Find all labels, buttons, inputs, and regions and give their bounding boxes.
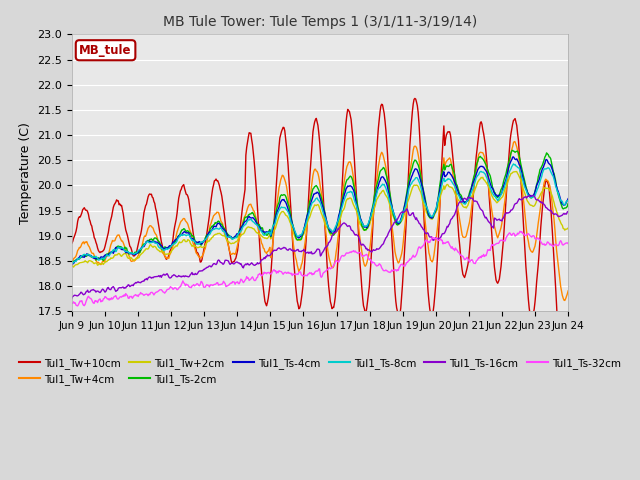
Tul1_Ts-16cm [400, 209, 408, 215]
Tul1_Tw+10cm [68, 245, 76, 251]
Tul1_Tw+2cm [68, 263, 76, 268]
Tul1_Ts-4cm [156, 241, 164, 247]
Tul1_Ts-2cm [399, 211, 407, 217]
Tul1_Tw+2cm [442, 183, 450, 189]
Tul1_Tw+4cm [156, 240, 164, 246]
Tul1_Tw+2cm [293, 237, 301, 242]
Tul1_Ts-8cm [564, 200, 572, 205]
Tul1_Tw+4cm [360, 260, 368, 266]
Tul1_Ts-2cm [156, 242, 164, 248]
Line: Tul1_Ts-4cm: Tul1_Ts-4cm [72, 158, 568, 262]
Tul1_Ts-2cm [360, 228, 368, 233]
Title: MB Tule Tower: Tule Temps 1 (3/1/11-3/19/14): MB Tule Tower: Tule Temps 1 (3/1/11-3/19… [163, 15, 477, 29]
Tul1_Ts-2cm [564, 200, 572, 206]
Tul1_Tw+2cm [400, 213, 408, 218]
Tul1_Ts-16cm [564, 210, 572, 216]
Tul1_Ts-16cm [69, 295, 77, 300]
Tul1_Tw+10cm [292, 291, 300, 297]
Tul1_Ts-4cm [68, 259, 76, 265]
Line: Tul1_Ts-32cm: Tul1_Ts-32cm [72, 228, 568, 305]
Tul1_Ts-4cm [360, 223, 368, 229]
Tul1_Ts-32cm [360, 251, 368, 257]
Tul1_Ts-8cm [362, 224, 369, 229]
Line: Tul1_Ts-8cm: Tul1_Ts-8cm [72, 164, 568, 264]
Tul1_Tw+2cm [362, 228, 369, 234]
Tul1_Ts-32cm [442, 239, 449, 244]
Tul1_Ts-8cm [442, 177, 450, 182]
Line: Tul1_Tw+10cm: Tul1_Tw+10cm [72, 98, 568, 402]
Line: Tul1_Ts-2cm: Tul1_Ts-2cm [72, 148, 568, 264]
Tul1_Ts-8cm [400, 208, 408, 214]
Tul1_Ts-4cm [196, 240, 204, 246]
Tul1_Ts-4cm [509, 155, 516, 161]
Tul1_Tw+4cm [442, 161, 449, 167]
Tul1_Ts-4cm [399, 211, 407, 216]
Tul1_Ts-16cm [196, 268, 204, 274]
Tul1_Tw+4cm [68, 260, 76, 266]
Tul1_Ts-2cm [68, 261, 76, 266]
Tul1_Tw+2cm [564, 224, 572, 230]
Tul1_Tw+4cm [196, 254, 204, 260]
Tul1_Ts-32cm [292, 271, 300, 277]
Tul1_Tw+10cm [156, 228, 164, 234]
Tul1_Tw+10cm [411, 96, 419, 101]
Tul1_Tw+2cm [70, 265, 77, 271]
Tul1_Ts-32cm [564, 241, 572, 247]
Line: Tul1_Ts-16cm: Tul1_Ts-16cm [72, 195, 568, 298]
Tul1_Ts-16cm [525, 192, 532, 198]
Tul1_Tw+4cm [292, 258, 300, 264]
Tul1_Ts-2cm [513, 145, 520, 151]
Text: MB_tule: MB_tule [79, 44, 132, 57]
Tul1_Ts-16cm [362, 244, 369, 250]
Legend: Tul1_Tw+10cm, Tul1_Tw+4cm, Tul1_Tw+2cm, Tul1_Ts-2cm, Tul1_Ts-4cm, Tul1_Ts-8cm, T: Tul1_Tw+10cm, Tul1_Tw+4cm, Tul1_Tw+2cm, … [15, 354, 625, 389]
Tul1_Tw+2cm [512, 168, 520, 174]
Tul1_Ts-16cm [68, 294, 76, 300]
Tul1_Ts-4cm [442, 173, 449, 179]
Tul1_Tw+10cm [564, 380, 572, 385]
Y-axis label: Temperature (C): Temperature (C) [19, 122, 32, 224]
Tul1_Ts-4cm [564, 196, 572, 202]
Tul1_Ts-16cm [442, 227, 450, 233]
Tul1_Ts-8cm [511, 161, 519, 167]
Tul1_Tw+10cm [442, 131, 450, 136]
Tul1_Ts-32cm [518, 226, 525, 231]
Tul1_Ts-32cm [399, 265, 407, 271]
Tul1_Ts-8cm [69, 261, 77, 266]
Tul1_Ts-4cm [292, 232, 300, 238]
Tul1_Ts-8cm [293, 233, 301, 239]
Tul1_Ts-32cm [68, 302, 76, 308]
Tul1_Tw+4cm [560, 298, 568, 303]
Line: Tul1_Tw+4cm: Tul1_Tw+4cm [72, 144, 568, 300]
Tul1_Tw+4cm [564, 291, 572, 297]
Tul1_Tw+4cm [511, 141, 519, 146]
Tul1_Tw+4cm [399, 239, 407, 245]
Tul1_Ts-8cm [157, 243, 164, 249]
Tul1_Ts-16cm [293, 248, 301, 254]
Tul1_Ts-16cm [157, 273, 164, 279]
Tul1_Ts-32cm [196, 282, 204, 288]
Tul1_Tw+10cm [399, 271, 407, 277]
Tul1_Ts-2cm [442, 166, 449, 172]
Line: Tul1_Tw+2cm: Tul1_Tw+2cm [72, 171, 568, 268]
Tul1_Tw+10cm [196, 259, 204, 264]
Tul1_Ts-2cm [292, 234, 300, 240]
Tul1_Ts-2cm [196, 240, 204, 246]
Tul1_Tw+10cm [562, 399, 570, 405]
Tul1_Tw+10cm [360, 306, 368, 312]
Tul1_Tw+2cm [196, 245, 204, 251]
Tul1_Ts-8cm [196, 241, 204, 247]
Tul1_Ts-8cm [68, 260, 76, 265]
Tul1_Ts-32cm [156, 290, 164, 296]
Tul1_Tw+2cm [157, 248, 164, 253]
